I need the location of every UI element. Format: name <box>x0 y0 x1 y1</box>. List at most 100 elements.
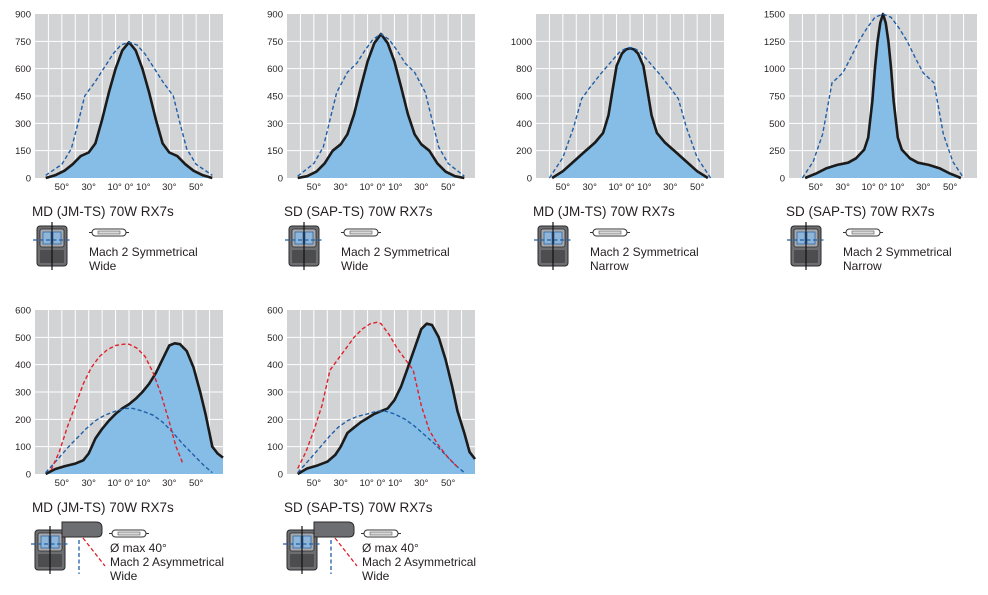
chart-4: 0 250 500 750 1000 1250 1500 50° 30° 10° 0° 10° 30… <box>764 10 977 273</box>
x-tick-label: 10° 0° 10° <box>107 478 150 489</box>
series-line-solid <box>45 341 224 476</box>
y-tick-label: 600 <box>15 306 31 317</box>
series-line-red-dashed <box>297 321 460 469</box>
series-line-blue-dashed <box>45 41 213 176</box>
chart-description-line: Ø max 40° <box>110 541 167 555</box>
y-tick-label: 750 <box>267 37 283 48</box>
chart-description-line: Narrow <box>843 259 882 273</box>
x-tick-label: 30° <box>162 182 177 193</box>
y-tick-label: 200 <box>15 415 31 426</box>
side-axis-red-icon <box>334 537 358 567</box>
chart-description-line: Mach 2 Asymmetrical <box>362 555 476 569</box>
y-tick-label: 1000 <box>511 37 532 48</box>
series-fill-area <box>552 48 708 179</box>
y-tick-label: 900 <box>15 10 31 21</box>
y-tick-label: 400 <box>15 360 31 371</box>
x-tick-label: 30° <box>334 182 349 193</box>
y-tick-label: 600 <box>15 64 31 75</box>
y-tick-label: 200 <box>267 415 283 426</box>
y-tick-label: 600 <box>267 64 283 75</box>
series-line-red-dashed <box>50 343 184 471</box>
chart-title: SD (SAP-TS) 70W RX7s <box>284 500 433 515</box>
x-tick-label: 30° <box>82 478 97 489</box>
y-tick-label: 300 <box>15 388 31 399</box>
y-tick-label: 450 <box>15 92 31 103</box>
x-tick-label: 30° <box>162 478 177 489</box>
series-fill-area <box>45 42 213 179</box>
y-tick-label: 450 <box>267 92 283 103</box>
lamp-icon <box>842 228 884 237</box>
series-line-blue-dashed <box>45 407 213 474</box>
chart-description-line: Wide <box>89 259 117 273</box>
y-tick-label: 100 <box>15 442 31 453</box>
series-line-blue-dashed <box>548 46 712 179</box>
y-tick-label: 100 <box>267 442 283 453</box>
x-tick-label: 50° <box>809 182 824 193</box>
x-tick-label: 50° <box>307 182 322 193</box>
x-tick-label: 50° <box>943 182 958 193</box>
chart-description-line: Mach 2 Symmetrical <box>843 245 952 259</box>
chart-2: 0 150 300 450 600 750 900 50° 30° 10° 0° 10° 30° 50… <box>267 10 475 273</box>
chart-description-line: Wide <box>362 569 390 583</box>
y-tick-label: 0 <box>26 174 31 185</box>
lamp-icon <box>108 529 150 538</box>
chart-6: 0 100 200 300 400 500 600 50° 30° 10° 0° 10° 30° 50… <box>267 306 476 584</box>
y-tick-label: 0 <box>527 174 532 185</box>
chart-description-line: Ø max 40° <box>362 541 419 555</box>
y-tick-label: 600 <box>516 92 532 103</box>
y-tick-label: 900 <box>267 10 283 21</box>
x-tick-label: 10° 0° 10° <box>359 182 402 193</box>
y-tick-label: 750 <box>769 92 785 103</box>
y-tick-label: 0 <box>278 174 283 185</box>
side-axis-red-icon <box>82 537 106 567</box>
chart-description-line: Narrow <box>590 259 629 273</box>
chart-title: MD (JM-TS) 70W RX7s <box>32 500 174 515</box>
y-tick-label: 0 <box>278 470 283 481</box>
series-fill-area <box>805 14 961 178</box>
x-tick-label: 50° <box>55 182 70 193</box>
x-tick-label: 50° <box>441 478 456 489</box>
chart-1: 0 150 300 450 600 750 900 50° 30° 10° 0° 10° 30° 50… <box>15 10 223 273</box>
y-tick-label: 1250 <box>764 37 785 48</box>
chart-title: SD (SAP-TS) 70W RX7s <box>786 204 935 219</box>
x-tick-label: 30° <box>916 182 931 193</box>
x-tick-label: 50° <box>189 182 204 193</box>
series-line-blue-dashed <box>297 33 465 177</box>
chart-title: MD (JM-TS) 70W RX7s <box>533 204 675 219</box>
chart-description-line: Wide <box>341 259 369 273</box>
y-tick-label: 400 <box>267 360 283 371</box>
chart-description-line: Mach 2 Symmetrical <box>341 245 450 259</box>
x-tick-label: 10° 0° 10° <box>608 182 651 193</box>
y-tick-label: 1000 <box>764 64 785 75</box>
x-tick-label: 10° 0° 10° <box>107 182 150 193</box>
y-tick-label: 800 <box>516 64 532 75</box>
chart-description-line: Mach 2 Symmetrical <box>590 245 699 259</box>
x-tick-label: 30° <box>334 478 349 489</box>
chart-description-line: Mach 2 Asymmetrical <box>110 555 224 569</box>
series-fill-area <box>297 323 475 474</box>
y-tick-label: 150 <box>15 146 31 157</box>
series-line-blue-dashed <box>801 13 965 179</box>
x-tick-label: 50° <box>307 478 322 489</box>
x-tick-label: 30° <box>414 478 429 489</box>
x-tick-label: 50° <box>441 182 456 193</box>
lamp-icon <box>360 529 402 538</box>
x-tick-label: 30° <box>414 182 429 193</box>
y-tick-label: 500 <box>15 333 31 344</box>
x-tick-label: 50° <box>189 478 204 489</box>
y-tick-label: 200 <box>516 146 532 157</box>
chart-description-line: Wide <box>110 569 138 583</box>
lamp-icon <box>340 228 382 237</box>
x-tick-label: 30° <box>663 182 678 193</box>
x-tick-label: 30° <box>836 182 851 193</box>
fixture-side-icon <box>61 521 103 538</box>
series-line-blue-dashed <box>297 410 465 474</box>
y-tick-label: 0 <box>780 174 785 185</box>
chart-title: SD (SAP-TS) 70W RX7s <box>284 204 433 219</box>
chart-description-line: Mach 2 Symmetrical <box>89 245 198 259</box>
y-tick-label: 1500 <box>764 10 785 21</box>
y-tick-label: 500 <box>769 119 785 130</box>
y-tick-label: 150 <box>267 146 283 157</box>
series-line-solid <box>297 322 477 476</box>
